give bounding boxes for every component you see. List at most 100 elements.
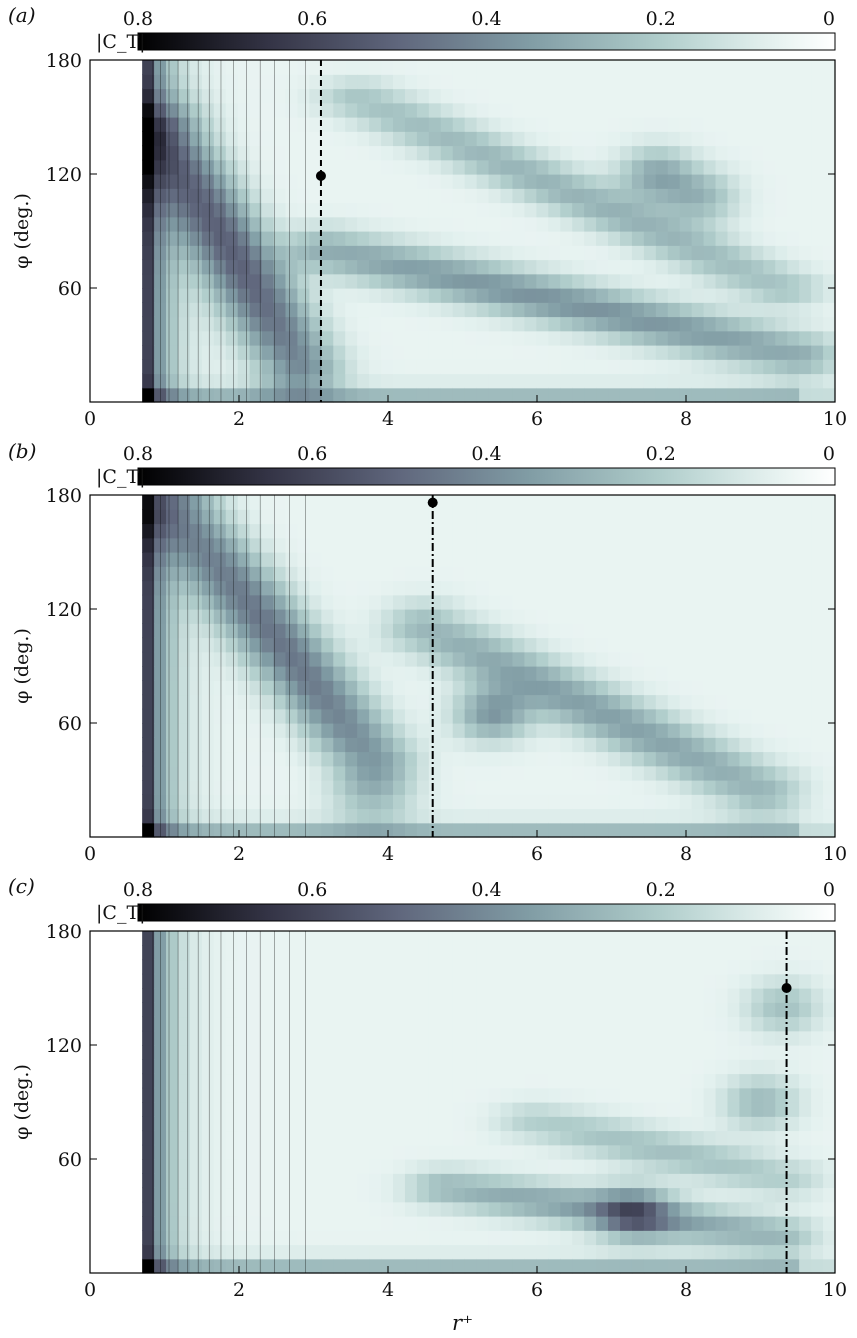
- heatmap-cell: [393, 159, 406, 175]
- heatmap-cell: [500, 1230, 514, 1246]
- heatmap-cell: [619, 345, 633, 360]
- heatmap-cell: [177, 959, 191, 975]
- heatmap-cell: [775, 723, 788, 738]
- heatmap-cell: [404, 737, 418, 753]
- heatmap-cell: [237, 495, 251, 510]
- heatmap-cell: [763, 231, 776, 246]
- heatmap-cell: [608, 245, 621, 261]
- heatmap-cell: [560, 145, 573, 161]
- heatmap-cell: [679, 931, 693, 946]
- heatmap-cell: [655, 666, 669, 681]
- heatmap-cell: [285, 973, 299, 989]
- heatmap-cell: [608, 131, 621, 147]
- heatmap-cell: [428, 822, 442, 838]
- heatmap-cell: [811, 651, 824, 667]
- heatmap-cell: [727, 231, 741, 246]
- heatmap-cell: [799, 231, 812, 246]
- heatmap-cell: [177, 594, 191, 610]
- heatmap-cell: [775, 359, 788, 375]
- heatmap-cell: [357, 159, 370, 175]
- heatmap-cell: [237, 751, 251, 767]
- heatmap-cell: [142, 188, 155, 204]
- heatmap-cell: [369, 945, 382, 961]
- x-tick-label: 6: [531, 408, 543, 430]
- heatmap-cell: [357, 751, 370, 767]
- heatmap-cell: [261, 88, 275, 104]
- plot-frame: [89, 59, 836, 403]
- heatmap-cell: [715, 345, 729, 360]
- heatmap-cell: [655, 359, 669, 375]
- heatmap-cell: [536, 1216, 549, 1231]
- heatmap-cell: [811, 88, 824, 104]
- heatmap-cell: [166, 723, 179, 738]
- heatmap-cell: [631, 273, 645, 289]
- heatmap-cell: [404, 651, 418, 667]
- heatmap-cell: [452, 159, 466, 175]
- heatmap-cell: [763, 666, 776, 681]
- heatmap-cell: [608, 1130, 621, 1146]
- heatmap-cell: [823, 1258, 836, 1274]
- heatmap-cell: [811, 1016, 824, 1032]
- heatmap-cell: [739, 765, 752, 781]
- heatmap-cell: [536, 959, 549, 975]
- heatmap-cell: [428, 723, 442, 738]
- heatmap-cell: [679, 1187, 693, 1203]
- heatmap-cell: [500, 88, 514, 104]
- heatmap-cell: [512, 988, 526, 1003]
- heatmap-cell: [297, 1216, 310, 1231]
- heatmap-cell: [823, 988, 836, 1003]
- heatmap-cell: [823, 231, 836, 246]
- heatmap-cell: [679, 188, 693, 204]
- heatmap-cell: [787, 1016, 800, 1032]
- heatmap-cell: [751, 1102, 764, 1117]
- heatmap-cell: [213, 345, 227, 360]
- heatmap-cell: [548, 102, 561, 118]
- heatmap-cell: [524, 188, 537, 204]
- heatmap-cell: [584, 1002, 597, 1018]
- heatmap-cell: [333, 945, 346, 961]
- heatmap-cell: [369, 1159, 382, 1174]
- heatmap-cell: [177, 666, 191, 681]
- heatmap-cell: [787, 1244, 800, 1260]
- heatmap-cell: [643, 216, 657, 232]
- heatmap-cell: [201, 1159, 215, 1174]
- heatmap-cell: [201, 345, 215, 360]
- heatmap-cell: [249, 637, 263, 653]
- heatmap-cell: [655, 88, 669, 104]
- heatmap-cell: [500, 1173, 514, 1189]
- heatmap-cell: [703, 345, 717, 360]
- heatmap-cell: [440, 931, 454, 946]
- heatmap-cell: [823, 302, 836, 318]
- heatmap-cell: [464, 973, 478, 989]
- heatmap-cell: [619, 373, 633, 389]
- heatmap-cell: [823, 202, 836, 218]
- heatmap-cell: [596, 623, 609, 639]
- heatmap-cell: [739, 330, 752, 346]
- heatmap-cell: [631, 751, 645, 767]
- heatmap-cell: [142, 580, 155, 596]
- heatmap-cell: [309, 202, 322, 218]
- heatmap-cell: [679, 988, 693, 1003]
- heatmap-cell: [572, 1102, 585, 1117]
- heatmap-cell: [476, 694, 490, 710]
- heatmap-cell: [823, 780, 836, 795]
- heatmap-cell: [201, 723, 215, 738]
- heatmap-cell: [213, 273, 227, 289]
- heatmap-cell: [691, 288, 705, 303]
- heatmap-cell: [703, 1045, 717, 1060]
- heatmap-cell: [823, 1102, 836, 1117]
- heatmap-cell: [584, 145, 597, 161]
- heatmap-cell: [357, 1087, 370, 1103]
- heatmap-cell: [213, 88, 227, 104]
- heatmap-cell: [237, 1216, 251, 1231]
- heatmap-cell: [703, 117, 717, 132]
- heatmap-cell: [560, 495, 573, 510]
- heatmap-cell: [369, 537, 382, 553]
- heatmap-cell: [404, 1016, 418, 1032]
- heatmap-cell: [739, 1130, 752, 1146]
- heatmap-cell: [715, 1087, 729, 1103]
- heatmap-cell: [488, 131, 502, 147]
- heatmap-cell: [488, 1201, 502, 1217]
- marker-point: [315, 170, 326, 181]
- heatmap-cell: [464, 523, 478, 539]
